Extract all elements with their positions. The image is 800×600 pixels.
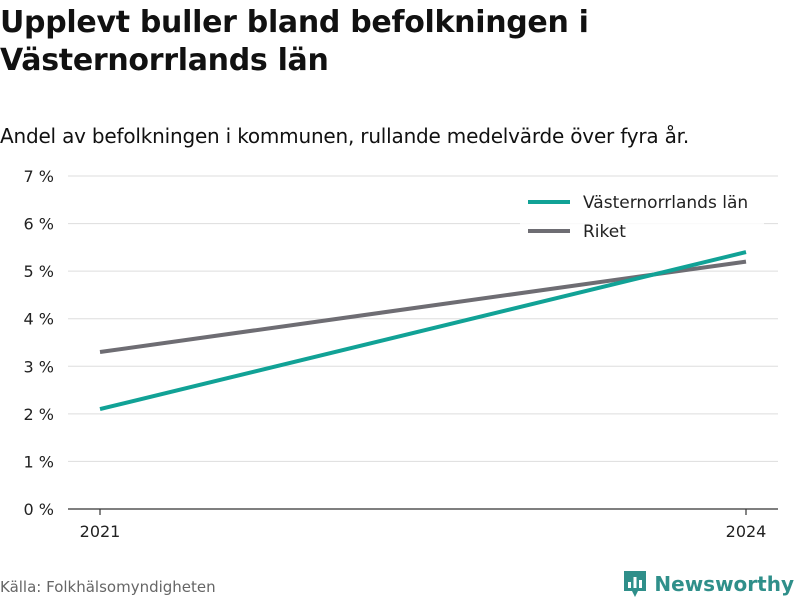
y-tick-label: 0 %	[24, 500, 54, 519]
x-tick-label: 2024	[726, 522, 767, 541]
brand-logo: Newsworthy	[622, 568, 794, 600]
gridlines	[68, 175, 778, 510]
chart-title: Upplevt buller bland befolkningen i Väst…	[0, 5, 589, 78]
brand-name: Newsworthy	[654, 572, 794, 596]
source-note: Källa: Folkhälsomyndigheten	[0, 578, 216, 596]
legend: Västernorrlands län Riket	[520, 187, 764, 245]
y-tick-label: 3 %	[24, 357, 54, 376]
bar-chart-logo-icon	[624, 571, 647, 597]
y-tick-label: 7 %	[24, 167, 54, 186]
series-lines	[99, 250, 747, 412]
legend-label: Riket	[583, 222, 626, 242]
series-line-0	[99, 250, 747, 412]
y-tick-label: 5 %	[24, 262, 54, 281]
y-tick-label: 4 %	[24, 310, 54, 329]
y-axis-ticks: 0 % 1 % 2 % 3 % 4 % 5 % 6 % 7 %	[24, 167, 54, 519]
legend-background	[520, 187, 764, 245]
y-tick-label: 2 %	[24, 405, 54, 424]
y-tick-label: 1 %	[24, 452, 54, 471]
chart-subtitle: Andel av befolkningen i kommunen, rullan…	[0, 124, 689, 148]
line-chart: 0 % 1 % 2 % 3 % 4 % 5 % 6 % 7 % 2021 2024 Väster…	[24, 167, 778, 541]
legend-label: Västernorrlands län	[583, 193, 748, 213]
x-tick-label: 2021	[80, 522, 121, 541]
x-axis-ticks: 2021 2024	[80, 509, 767, 541]
y-tick-label: 6 %	[24, 215, 54, 234]
